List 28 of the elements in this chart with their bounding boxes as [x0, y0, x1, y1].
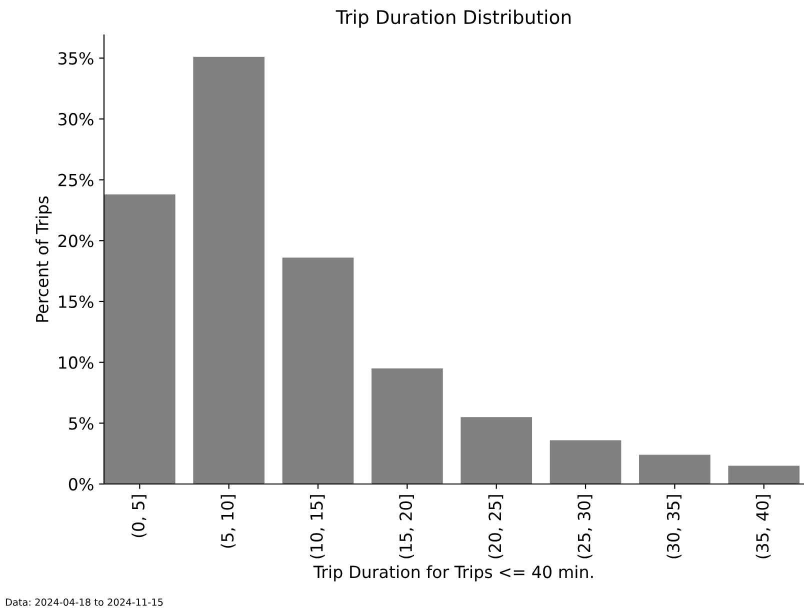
y-axis-title: Percent of Trips — [36, 196, 52, 322]
x-tick-label: (0, 5] — [132, 495, 146, 538]
x-axis-title: Trip Duration for Trips <= 40 min. — [313, 565, 593, 582]
x-tick-label: (10, 15] — [310, 495, 325, 558]
y-tick-label: 35% — [58, 52, 94, 65]
bar — [728, 466, 800, 484]
y-tick-label: 10% — [59, 356, 94, 369]
text: Data: 2024-04-18 to 2024-11-15 — [6, 598, 163, 606]
bar — [372, 368, 443, 484]
y-tick-label: 5% — [69, 417, 94, 430]
x-tick-label: (5, 10] — [220, 495, 236, 548]
x-tick-label: (20, 25] — [488, 495, 504, 558]
chart-title: Trip Duration Distribution — [336, 10, 571, 28]
x-tick-label: (35, 40] — [756, 495, 771, 558]
y-tick-label: 15% — [59, 295, 94, 308]
bar — [550, 440, 622, 484]
y-tick-label: 20% — [58, 234, 94, 248]
bar — [282, 258, 354, 484]
bar — [460, 417, 532, 484]
y-tick-label: 30% — [58, 112, 94, 126]
x-tick-label: (15, 20] — [399, 495, 414, 558]
bar — [193, 56, 265, 484]
y-tick-label: 0% — [68, 478, 94, 491]
y-tick-label: 25% — [58, 174, 94, 186]
bar — [104, 194, 176, 484]
x-tick-label: (30, 35] — [666, 495, 682, 558]
x-tick-label: (25, 30] — [577, 495, 592, 558]
bar — [639, 454, 710, 484]
